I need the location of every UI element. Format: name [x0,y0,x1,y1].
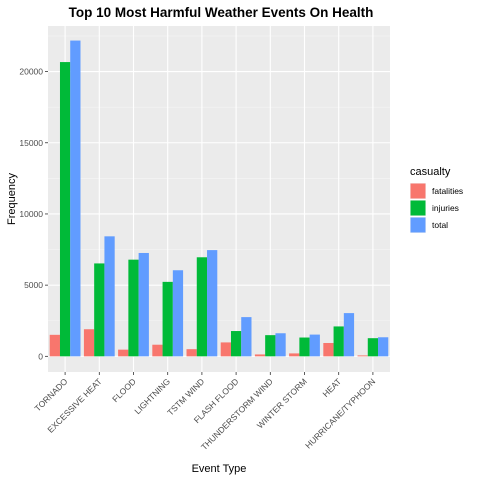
bar-injuries [196,257,208,357]
y-tick-label: 0 [38,351,43,361]
bar-fatalities [254,354,266,357]
chart-title: Top 10 Most Harmful Weather Events On He… [69,5,374,20]
bar-fatalities [323,342,334,357]
bar-fatalities [186,349,197,357]
bar-total [207,250,218,357]
bar-total [70,40,81,357]
legend-label-fatalities: fatalities [432,186,463,196]
y-tick-label: 20000 [19,67,43,77]
y-axis: 0 5000 10000 15000 20000 [19,67,48,361]
bar-fatalities [220,342,231,357]
bar-injuries [128,259,139,357]
bar-fatalities [357,355,368,357]
bar-total [104,236,115,357]
legend: casualty fatalities injuries total [410,166,463,233]
bar-injuries [162,281,173,357]
y-tick-label: 5000 [24,280,43,290]
bar-injuries [299,337,310,357]
bars [49,40,389,357]
x-tick-label: FLOOD [110,376,138,404]
bar-total [309,334,320,357]
bar-injuries [59,62,71,357]
bar-fatalities [83,329,95,357]
y-tick-label: 10000 [19,209,43,219]
bar-total [343,313,355,357]
bar-injuries [265,335,276,357]
x-tick-label: HEAT [320,376,343,399]
bar-total [275,333,286,357]
legend-key-injuries [410,200,426,216]
bar-injuries [367,338,379,357]
y-tick-label: 15000 [19,138,43,148]
bar-fatalities [49,334,60,357]
x-tick-label: HURRICANE/TYPHOON [303,376,377,450]
bar-fatalities [118,349,129,357]
bar-injuries [333,326,344,357]
x-axis-title: Event Type [192,463,247,475]
bar-total [138,252,149,357]
bar-fatalities [289,353,300,357]
bar-fatalities [152,344,163,357]
bar-total [172,270,184,357]
legend-key-total [410,217,426,233]
legend-label-injuries: injuries [432,203,459,213]
bar-total [241,317,252,357]
y-axis-title: Frequency [6,173,18,225]
legend-key-fatalities [410,183,426,199]
bar-total [378,337,389,357]
legend-label-total: total [432,220,448,230]
legend-title: casualty [410,166,451,178]
bar-injuries [94,263,105,357]
bar-injuries [230,331,242,357]
